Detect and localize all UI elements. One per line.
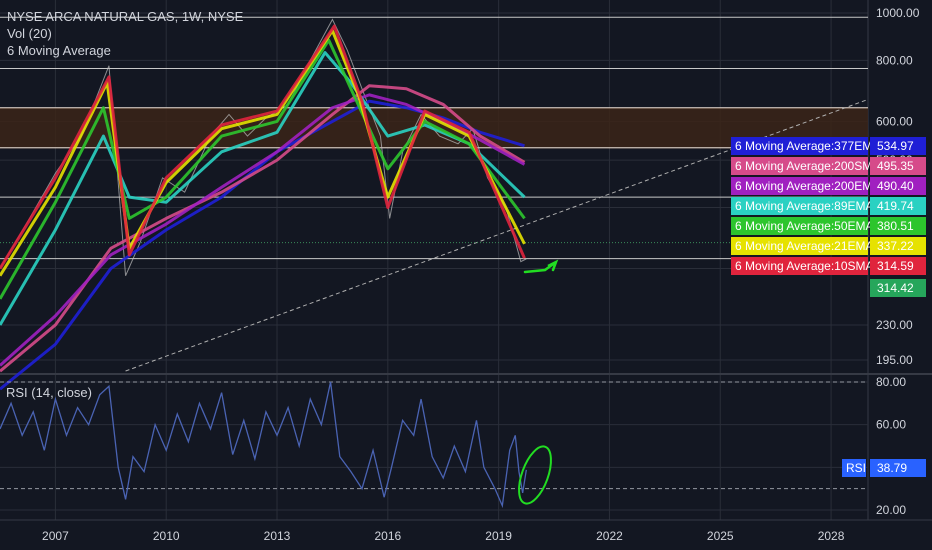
symbol-title: NYSE ARCA NATURAL GAS, 1W, NYSE (7, 8, 243, 25)
time-axis-tick-label: 2028 (818, 529, 845, 543)
rsi-axis-tick-label: 60.00 (876, 418, 906, 432)
ma-value-tag-text: 534.97 (877, 139, 914, 153)
price-axis-tick-label: 230.00 (876, 318, 913, 332)
ma-value-tag-text: 490.40 (877, 179, 914, 193)
price-axis-tick-label: 195.00 (876, 353, 913, 367)
rsi-axis-tick-label: 20.00 (876, 503, 906, 517)
moving-average-indicator-label[interactable]: 6 Moving Average (7, 42, 243, 59)
ma-name-tag-text: 6 Moving Average:21EMA (735, 239, 874, 253)
ma-value-tag-text: 337.22 (877, 239, 914, 253)
ma-name-tag-text: 6 Moving Average:200EMA (735, 179, 880, 193)
ma-value-tag-text: 419.74 (877, 199, 914, 213)
rsi-legend[interactable]: RSI (14, close) (6, 384, 92, 401)
time-axis[interactable]: 2007 2010 2013 2016 2019 2022 2025 2028 (0, 520, 932, 550)
time-axis-tick-label: 2007 (42, 529, 69, 543)
time-axis-tick-label: 2013 (264, 529, 291, 543)
ma-name-tag-text: 6 Moving Average:50EMA (735, 219, 874, 233)
ma-name-tag-text: 6 Moving Average:89EMA (735, 199, 874, 213)
ma-value-tag-text: 314.59 (877, 259, 914, 273)
rsi-name-tag-text: RSI (846, 461, 866, 475)
volume-indicator-label[interactable]: Vol (20) (7, 25, 243, 42)
time-axis-tick-label: 2010 (153, 529, 180, 543)
last-price-tag-text: 314.42 (877, 281, 914, 295)
price-axis-tick-label: 600.00 (876, 114, 913, 128)
time-axis-tick-label: 2022 (596, 529, 623, 543)
price-axis-tick-label: 800.00 (876, 53, 913, 67)
price-axis-tick-label: 1000.00 (876, 6, 920, 20)
rsi-indicator-label[interactable]: RSI (14, close) (6, 385, 92, 400)
ma-name-tag-text: 6 Moving Average:200SMA (735, 159, 880, 173)
time-axis-tick-label: 2019 (485, 529, 512, 543)
ma-value-tag-text: 495.35 (877, 159, 914, 173)
ma-value-tag-text: 380.51 (877, 219, 914, 233)
ma-name-tag-text: 6 Moving Average:377EMA (735, 139, 880, 153)
rsi-axis-tick-label: 80.00 (876, 375, 906, 389)
time-axis-background (0, 520, 932, 550)
time-axis-tick-label: 2025 (707, 529, 734, 543)
time-axis-tick-label: 2016 (374, 529, 401, 543)
ma-name-tag-text: 6 Moving Average:10SMA (735, 259, 874, 273)
chart-legend: NYSE ARCA NATURAL GAS, 1W, NYSE Vol (20)… (7, 8, 243, 59)
rsi-value-tag-text: 38.79 (877, 461, 907, 475)
